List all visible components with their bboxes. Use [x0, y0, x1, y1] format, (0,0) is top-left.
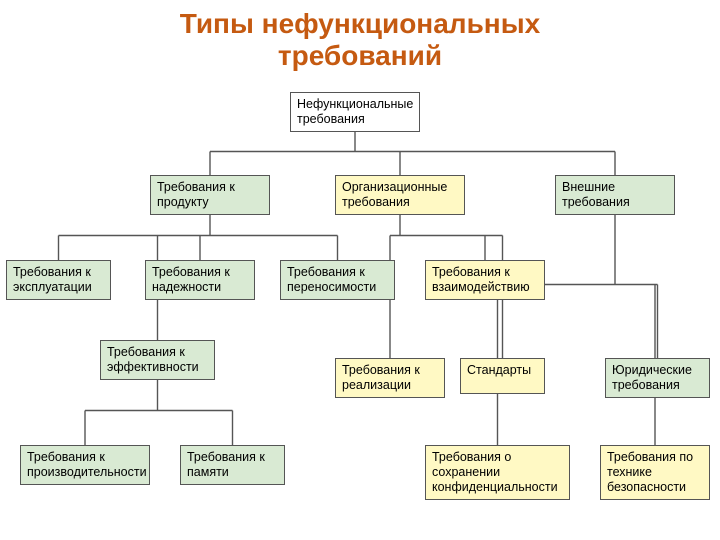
page-title: Типы нефункциональных требований [0, 0, 720, 72]
node-standards: Стандарты [460, 358, 545, 394]
node-root: Нефункциональные требования [290, 92, 420, 132]
node-safety: Требования по технике безопасности [600, 445, 710, 500]
title-line-2: требований [0, 40, 720, 72]
node-product: Требования к продукту [150, 175, 270, 215]
node-realiz: Требования к реализации [335, 358, 445, 398]
node-external: Внешние требования [555, 175, 675, 215]
node-portab: Требования к переносимости [280, 260, 395, 300]
node-reliab: Требования к надежности [145, 260, 255, 300]
node-memory: Требования к памяти [180, 445, 285, 485]
node-legal: Юридические требования [605, 358, 710, 398]
node-conf: Требования о сохранении конфиденциальнос… [425, 445, 570, 500]
node-effic: Требования к эффективности [100, 340, 215, 380]
node-exploit: Требования к эксплуатации [6, 260, 111, 300]
title-line-1: Типы нефункциональных [0, 8, 720, 40]
node-perf: Требования к производительности [20, 445, 150, 485]
node-org: Организационные требования [335, 175, 465, 215]
node-interact: Требования к взаимодействию [425, 260, 545, 300]
